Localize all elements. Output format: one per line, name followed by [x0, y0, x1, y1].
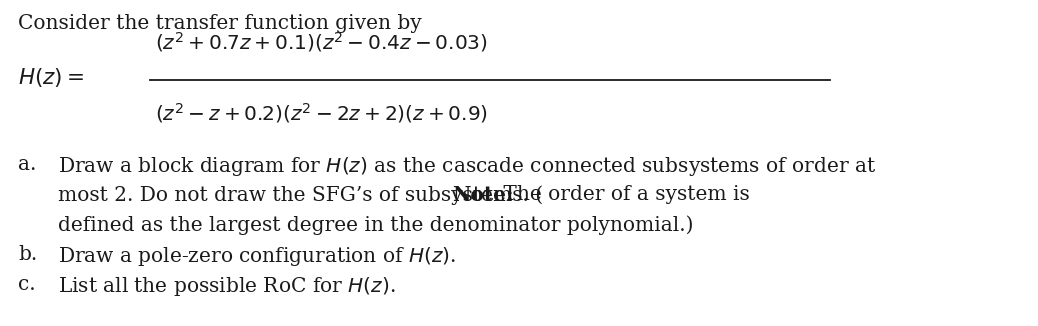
Text: Draw a block diagram for $H(z)$ as the cascade connected subsystems of order at: Draw a block diagram for $H(z)$ as the c…	[58, 155, 876, 178]
Text: List all the possible RoC for $H(z)$.: List all the possible RoC for $H(z)$.	[58, 275, 395, 298]
Text: Note:: Note:	[453, 185, 514, 205]
Text: Consider the transfer function given by: Consider the transfer function given by	[18, 14, 421, 33]
Text: most 2. Do not draw the SFG’s of subsystems. (: most 2. Do not draw the SFG’s of subsyst…	[58, 185, 543, 205]
Text: Draw a pole-zero configuration of $H(z)$.: Draw a pole-zero configuration of $H(z)$…	[58, 245, 456, 268]
Text: defined as the largest degree in the denominator polynomial.): defined as the largest degree in the den…	[58, 215, 693, 235]
Text: $(z^2+0.7z+0.1)(z^2-0.4z-0.03)$: $(z^2+0.7z+0.1)(z^2-0.4z-0.03)$	[155, 30, 488, 54]
Text: The order of a system is: The order of a system is	[497, 185, 749, 204]
Text: a.: a.	[18, 155, 36, 174]
Text: $(z^2-z+0.2)(z^2-2z+2)(z+0.9)$: $(z^2-z+0.2)(z^2-2z+2)(z+0.9)$	[155, 101, 488, 125]
Text: c.: c.	[18, 275, 35, 294]
Text: b.: b.	[18, 245, 37, 264]
Text: $H(z) =$: $H(z) =$	[18, 67, 84, 90]
